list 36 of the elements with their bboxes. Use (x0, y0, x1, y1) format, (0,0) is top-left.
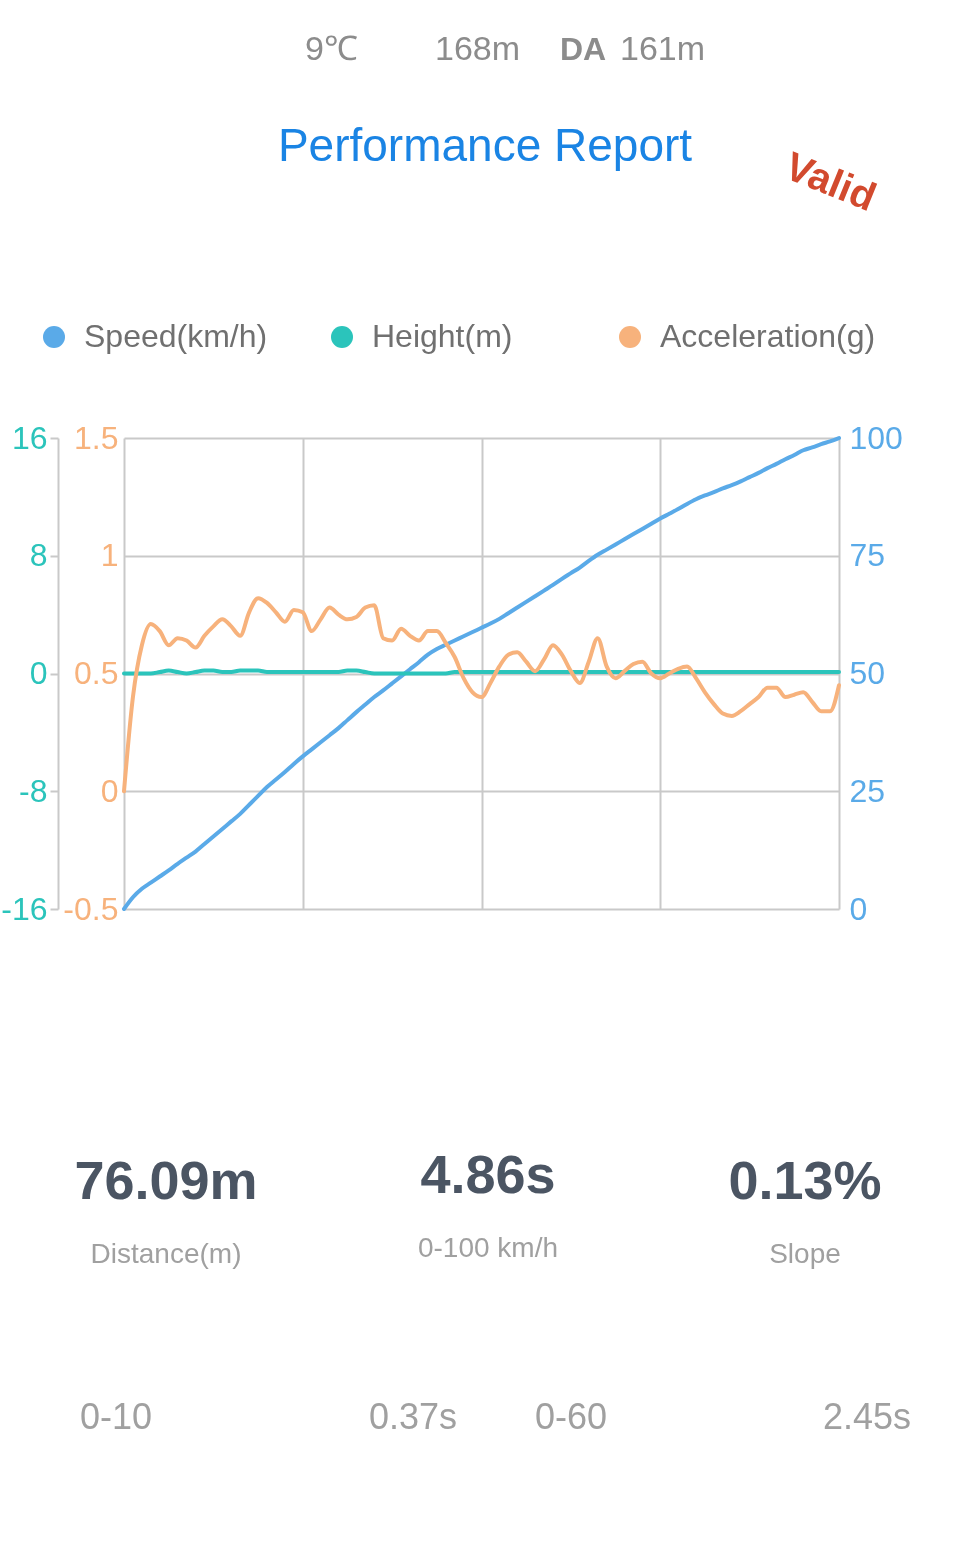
legend-label: Acceleration(g) (660, 318, 876, 354)
y3-tick-label: -16 (1, 890, 48, 927)
line-series (122, 436, 841, 911)
chart-title: Performance Report (277, 119, 693, 171)
text: DA (559, 31, 607, 67)
text: 0-100 km/h (417, 1232, 559, 1263)
text: 4.86s (420, 1144, 556, 1204)
text: 168m (435, 29, 521, 67)
legend-label: Speed(km/h) (84, 318, 268, 354)
y3-tick-label: 8 (29, 537, 48, 574)
y2-tick-label: 50 (849, 655, 886, 691)
line-series (122, 596, 841, 794)
text: 2.45s (822, 1396, 911, 1437)
y-tick-label: 1 (100, 537, 119, 574)
y2-tick-label: 75 (849, 537, 886, 574)
y3-tick-label: 0 (29, 655, 48, 691)
text: 76.09m (74, 1150, 258, 1210)
text: Slope (769, 1238, 841, 1269)
text: 0-60 (535, 1396, 608, 1437)
y2-tick-label: 0 (849, 890, 868, 927)
y2-tick-label: 100 (849, 419, 903, 456)
y3-tick-label: -8 (19, 772, 48, 809)
text: 0.37s (368, 1396, 457, 1437)
text: Distance(m) (90, 1238, 242, 1269)
y3-tick-label: 16 (11, 419, 48, 456)
y-tick-label: 1.5 (74, 419, 119, 456)
text: 0.13% (728, 1150, 882, 1210)
text: 9℃ (305, 29, 358, 67)
y-tick-label: 0 (100, 772, 119, 809)
text: 161m (620, 29, 706, 67)
text: 0-10 (80, 1396, 153, 1437)
y2-tick-label: 25 (849, 772, 886, 809)
y-tick-label: 0.5 (74, 655, 119, 691)
text: Valid (779, 143, 883, 220)
y-tick-label: -0.5 (63, 890, 119, 927)
legend-label: Height(m) (372, 318, 513, 354)
